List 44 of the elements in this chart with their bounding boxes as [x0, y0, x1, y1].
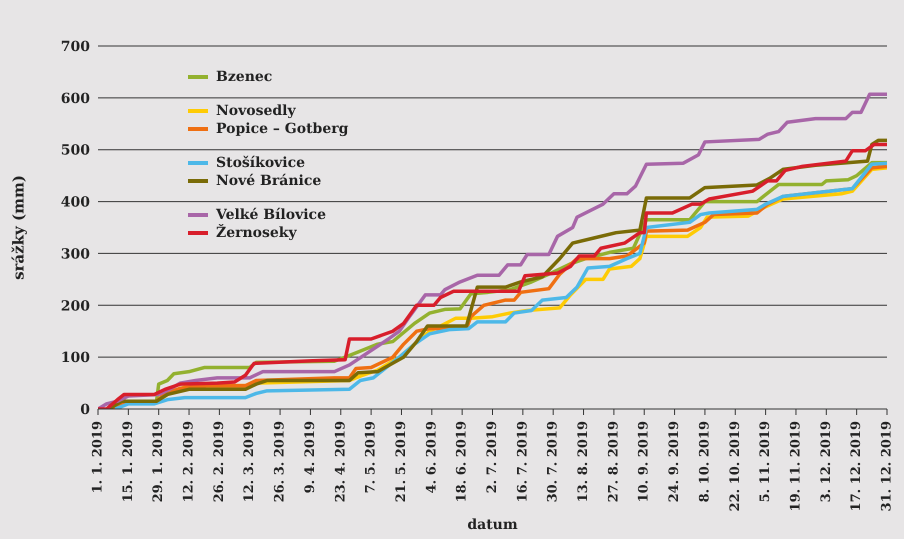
x-tick-label: 16. 7. 2019 [515, 421, 530, 502]
x-tick-label: 19. 11. 2019 [788, 421, 804, 512]
x-tick-label: 26. 3. 2019 [272, 421, 288, 502]
legend-label: Novosedly [216, 103, 296, 119]
y-axis-title: srážky (mm) [9, 175, 28, 280]
legend-label: Popice – Gotberg [216, 121, 348, 137]
x-tick-label: 2. 7. 2019 [485, 421, 500, 494]
x-tick-label: 30. 7. 2019 [546, 421, 561, 502]
legend-label: Žernoseky [216, 225, 297, 241]
x-tick-label: 1. 1. 2019 [90, 421, 106, 494]
x-tick-label: 15. 1. 2019 [120, 421, 136, 502]
legend-label: Bzenec [216, 69, 272, 85]
x-tick-label: 21. 5. 2019 [394, 421, 409, 502]
x-tick-label: 18. 6. 2019 [454, 421, 470, 502]
legend-label: Stošíkovice [216, 155, 306, 171]
legend-label: Nové Bránice [216, 173, 322, 189]
x-tick-label: 26. 2. 2019 [212, 421, 227, 502]
x-tick-label: 22. 10. 2019 [728, 421, 743, 512]
x-tick-label: 27. 8. 2019 [606, 421, 622, 502]
x-tick-label: 12. 2. 2019 [182, 421, 197, 502]
y-tick-label: 200 [60, 298, 90, 314]
x-tick-label: 5. 11. 2019 [758, 421, 774, 502]
x-tick-label: 8. 10. 2019 [697, 421, 712, 502]
x-tick-label: 31. 12. 2019 [880, 421, 894, 512]
x-tick-label: 9. 4. 2019 [302, 421, 318, 494]
y-tick-label: 400 [60, 194, 90, 211]
x-tick-label: 7. 5. 2019 [364, 421, 379, 494]
y-tick-label: 0 [80, 402, 90, 418]
x-tick-label: 10. 9. 2019 [636, 421, 652, 502]
x-tick-label: 4. 6. 2019 [424, 421, 440, 494]
y-tick-label: 600 [60, 90, 90, 107]
x-tick-label: 3. 12. 2019 [818, 421, 834, 502]
y-tick-label: 500 [60, 142, 90, 159]
legend-label: Velké Bílovice [216, 207, 326, 223]
x-tick-label: 29. 1. 2019 [151, 421, 166, 502]
x-tick-label: 24. 9. 2019 [667, 421, 682, 502]
x-tick-label: 23. 4. 2019 [333, 421, 348, 502]
y-tick-label: 300 [60, 246, 90, 262]
x-tick-label: 17. 12. 2019 [849, 421, 864, 512]
y-tick-label: 100 [60, 350, 90, 366]
x-tick-label: 13. 8. 2019 [576, 421, 592, 502]
x-axis-title: datum [467, 517, 518, 533]
y-tick-label: 700 [60, 38, 90, 55]
x-tick-label: 12. 3. 2019 [242, 421, 258, 502]
